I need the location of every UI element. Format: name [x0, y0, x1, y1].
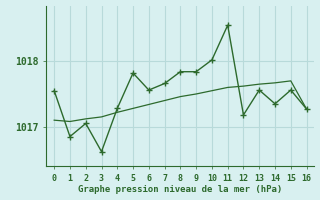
- X-axis label: Graphe pression niveau de la mer (hPa): Graphe pression niveau de la mer (hPa): [78, 185, 283, 194]
